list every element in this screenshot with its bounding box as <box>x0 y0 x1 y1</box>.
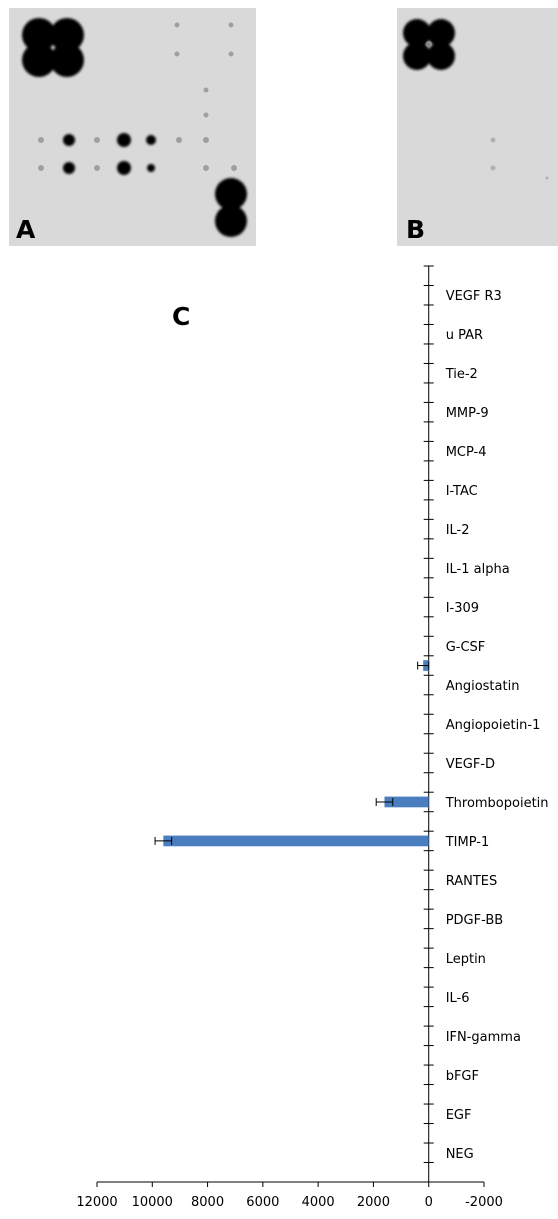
x-tick-label: 10000 <box>132 1195 173 1210</box>
panel-label-b: B <box>406 215 426 244</box>
category-label: Angiostatin <box>446 679 520 694</box>
category-label: PDGF-BB <box>446 913 503 928</box>
category-label: I-TAC <box>446 484 478 499</box>
x-tick-label: 12000 <box>76 1195 117 1210</box>
category-label: EGF <box>446 1108 472 1123</box>
category-label: Leptin <box>446 952 486 967</box>
panel-label-c: C <box>172 302 191 331</box>
bar <box>384 796 429 808</box>
blot-image-a <box>9 8 256 246</box>
category-labels: NEG EGF bFGF IFN-gamma IL-6 Leptin PDGF-BB RANT… <box>445 289 549 1162</box>
x-tick-label: 2000 <box>357 1195 390 1210</box>
x-tick-label: 4000 <box>302 1195 335 1210</box>
axes <box>96 265 485 1187</box>
category-label: Angiopoietin-1 <box>446 718 541 733</box>
category-label: NEG <box>446 1147 474 1162</box>
category-label: u PAR <box>446 328 483 343</box>
bars <box>154 660 430 847</box>
category-label: I-309 <box>446 601 479 616</box>
x-tick-label: 8000 <box>191 1195 224 1210</box>
category-label: VEGF-D <box>446 757 495 772</box>
x-tick-label: 6000 <box>246 1195 279 1210</box>
category-label: VEGF R3 <box>446 289 502 304</box>
panel-label-a: A <box>16 215 36 244</box>
category-label: IL-2 <box>446 523 470 538</box>
category-label: MCP-4 <box>446 445 487 460</box>
category-label: MMP-9 <box>446 406 489 421</box>
x-tick-label: 0 <box>425 1195 433 1210</box>
error-bar <box>154 836 173 845</box>
category-label: TIMP-1 <box>445 835 490 850</box>
blot-image-b <box>397 8 558 246</box>
category-label: Tie-2 <box>445 367 478 382</box>
error-bar <box>375 797 394 806</box>
x-tick-labels: 12000 10000 8000 6000 4000 2000 0 -2000 <box>76 1195 503 1210</box>
x-tick-label: -2000 <box>465 1195 503 1210</box>
category-label: IL-1 alpha <box>446 562 510 577</box>
category-label: IL-6 <box>446 991 470 1006</box>
category-label: IFN-gamma <box>446 1030 521 1045</box>
category-label: G-CSF <box>446 640 486 655</box>
category-label: RANTES <box>446 874 498 889</box>
category-label: bFGF <box>446 1069 479 1084</box>
bar <box>163 835 429 847</box>
error-bar <box>417 661 430 670</box>
category-label: Thrombopoietin <box>445 796 549 811</box>
